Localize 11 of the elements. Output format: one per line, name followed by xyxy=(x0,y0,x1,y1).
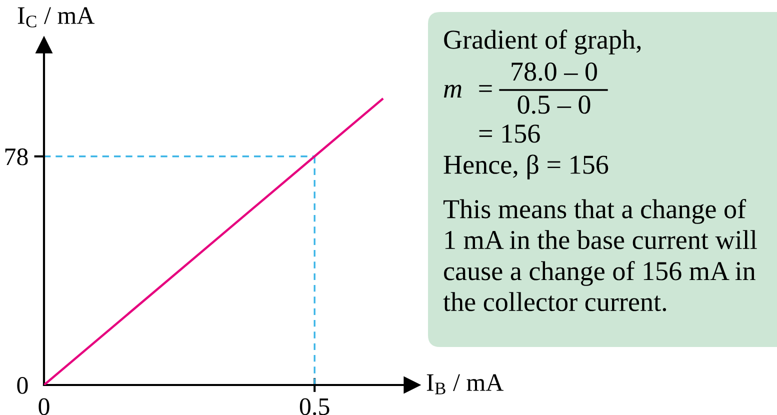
text: Hence, β = 156 xyxy=(444,154,608,180)
x-axis-title: I$_{B}$ / mA xyxy=(426,374,504,394)
text: m = xyxy=(444,84,492,98)
text: 78.0 – 0 xyxy=(512,62,597,81)
text: 0.5 – 0 xyxy=(518,96,590,114)
text: This means that a change of 1 mA in the base current will cause a change of 156 mA in the collector current. xyxy=(443,199,757,312)
text: Gradient of graph, xyxy=(444,30,641,54)
y-axis-title: I$_{C}$ / mA xyxy=(18,7,95,28)
text: = 156 xyxy=(479,124,540,143)
x-tick-label: 0.5 xyxy=(300,398,330,415)
y-tick-label: 78 xyxy=(5,148,28,166)
